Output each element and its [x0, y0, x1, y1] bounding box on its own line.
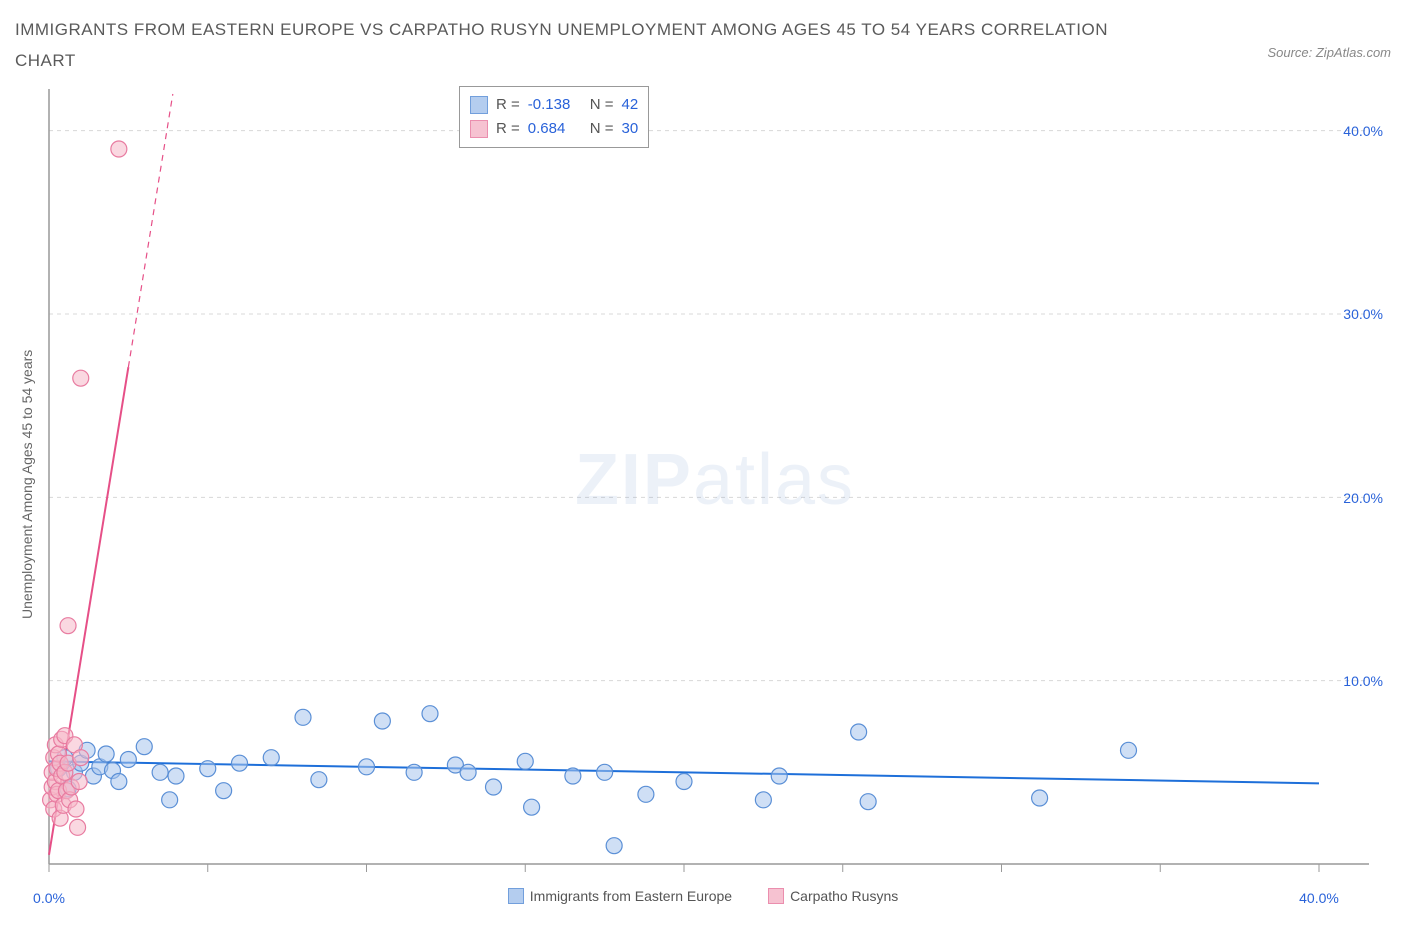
n-value: 30	[622, 117, 639, 141]
plot-container: ZIPatlas R = -0.138 N = 42 R = 0.684 N =…	[39, 84, 1391, 884]
scatter-plot-svg	[39, 84, 1379, 884]
y-tick-label: 40.0%	[1343, 123, 1383, 139]
correlation-legend: R = -0.138 N = 42 R = 0.684 N = 30	[459, 86, 649, 148]
r-label: R =	[496, 117, 520, 141]
legend-swatch	[470, 96, 488, 114]
legend-stat-row: R = -0.138 N = 42	[470, 93, 638, 117]
source-attribution: Source: ZipAtlas.com	[1267, 45, 1391, 60]
chart-area: Unemployment Among Ages 45 to 54 years Z…	[15, 84, 1391, 884]
r-value: 0.684	[528, 117, 582, 141]
legend-series-name: Carpatho Rusyns	[790, 888, 898, 904]
n-label: N =	[590, 117, 614, 141]
legend-series-name: Immigrants from Eastern Europe	[530, 888, 732, 904]
r-label: R =	[496, 93, 520, 117]
legend-swatch	[768, 888, 784, 904]
legend-series-item: Immigrants from Eastern Europe	[508, 888, 732, 904]
legend-stat-row: R = 0.684 N = 30	[470, 117, 638, 141]
x-tick-label: 40.0%	[1299, 890, 1339, 906]
r-value: -0.138	[528, 93, 582, 117]
x-tick-label: 0.0%	[33, 890, 65, 906]
legend-swatch	[508, 888, 524, 904]
n-value: 42	[622, 93, 639, 117]
y-tick-label: 10.0%	[1343, 673, 1383, 689]
y-tick-label: 30.0%	[1343, 306, 1383, 322]
y-axis-label: Unemployment Among Ages 45 to 54 years	[15, 284, 39, 684]
y-tick-label: 20.0%	[1343, 490, 1383, 506]
legend-series-item: Carpatho Rusyns	[768, 888, 898, 904]
series-legend: Immigrants from Eastern Europe Carpatho R…	[15, 888, 1391, 907]
chart-title: IMMIGRANTS FROM EASTERN EUROPE VS CARPAT…	[15, 15, 1115, 76]
legend-swatch	[470, 120, 488, 138]
n-label: N =	[590, 93, 614, 117]
